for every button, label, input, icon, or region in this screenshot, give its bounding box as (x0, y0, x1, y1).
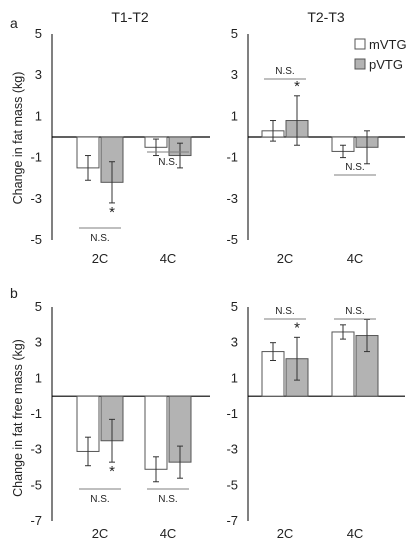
y-tick-label: 1 (35, 370, 42, 385)
y-tick-label: -1 (30, 406, 42, 421)
y-tick-label: -1 (226, 150, 238, 165)
y-tick-label: -5 (30, 232, 42, 247)
ns-label: N.S. (345, 162, 364, 173)
category-label: 2C (92, 251, 109, 266)
bar-mVTG-4C (331, 331, 355, 397)
y-tick-label: 5 (35, 299, 42, 314)
panel-title-t1-t2: T1-T2 (111, 9, 149, 25)
y-tick-label: 5 (231, 299, 238, 314)
ns-label: N.S. (158, 494, 177, 505)
y-tick-label: 3 (231, 67, 238, 82)
category-label: 4C (347, 526, 364, 541)
y-tick-label: 1 (231, 108, 238, 123)
ns-label: N.S. (275, 66, 294, 77)
y-axis-label-fat-mass: Change in fat mass (kg) (11, 72, 25, 205)
y-tick-label: -5 (30, 477, 42, 492)
significance-star: * (294, 78, 300, 95)
category-label: 4C (347, 251, 364, 266)
ns-label: N.S. (90, 494, 109, 505)
y-tick-label: -3 (30, 442, 42, 457)
y-tick-label: -3 (226, 442, 238, 457)
y-tick-label: 5 (35, 26, 42, 41)
category-label: 4C (160, 526, 177, 541)
category-label: 2C (92, 526, 109, 541)
y-tick-label: 3 (35, 67, 42, 82)
y-tick-label: -3 (226, 191, 238, 206)
y-axis-label-fat-free-mass: Change in fat free mass (kg) (11, 339, 25, 497)
legend-label-pVTG: pVTG (369, 57, 403, 72)
legend-label-mVTG: mVTG (369, 37, 407, 52)
y-tick-label: 1 (35, 108, 42, 123)
y-tick-label: 5 (231, 26, 238, 41)
chart-panel-3: 5 3 1 -1 -3 -5 -7 2C 4C * N.S. N.S. (30, 299, 210, 541)
significance-star: * (109, 204, 115, 221)
ns-label: N.S. (90, 233, 109, 244)
chart-layer: 531-1-3-52C 4C*N.S.N.S.531-1-3-52C 4C*N.S.… (30, 26, 406, 541)
y-tick-label: 3 (35, 335, 42, 350)
y-tick-label: -1 (30, 150, 42, 165)
y-tick-label: -5 (226, 232, 238, 247)
legend-swatch-mVTG (354, 38, 366, 50)
category-label: 4C (160, 251, 177, 266)
category-label: 2C (277, 251, 294, 266)
y-tick-label: 3 (231, 335, 238, 350)
category-label: 2C (277, 526, 294, 541)
legend-swatch-pVTG (354, 58, 366, 70)
panel-label-b: b (10, 285, 18, 301)
y-tick-label: -7 (226, 513, 238, 528)
y-tick-label: 1 (231, 370, 238, 385)
significance-star: * (294, 319, 300, 336)
chart-panel-1: 5 3 1 -1 -3 -5 2C 4C * N.S. N.S. (30, 26, 210, 266)
y-tick-label: -3 (30, 191, 42, 206)
panel-title-t2-t3: T2-T3 (307, 9, 345, 25)
significance-star: * (109, 463, 115, 480)
ns-label: N.S. (275, 306, 294, 317)
y-tick-label: -5 (226, 477, 238, 492)
ns-label: N.S. (345, 306, 364, 317)
ns-label: N.S. (158, 157, 177, 168)
y-tick-label: -1 (226, 406, 238, 421)
y-tick-label: -7 (30, 513, 42, 528)
chart-panel-4: 531-1-3-5-72C 4C*N.S. N.S. (226, 299, 405, 541)
panel-label-a: a (10, 15, 18, 31)
